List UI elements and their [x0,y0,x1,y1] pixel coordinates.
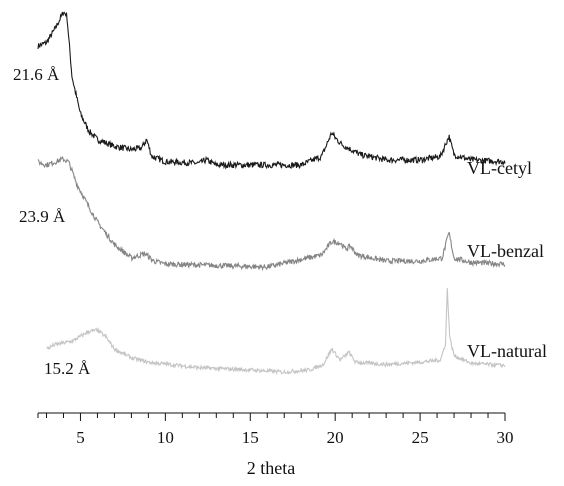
annotation-vl-cetyl: 21.6 Å [13,65,60,84]
x-tick-label: 25 [412,428,429,447]
series-line-vl-cetyl [37,11,506,170]
series-label-vl-natural: VL-natural [467,341,547,361]
x-tick-label: 30 [497,428,514,447]
series-label-vl-benzal: VL-benzal [467,241,544,261]
x-tick-label: 10 [157,428,174,447]
series-line-vl-natural [46,288,506,376]
x-axis-title: 2 theta [247,458,295,478]
x-tick-label: 20 [327,428,344,447]
annotations: 21.6 Å 23.9 Å 15.2 Å [13,65,91,378]
x-tick-label: 15 [242,428,259,447]
x-axis-ticks: 5 10 15 20 25 30 [37,413,514,447]
x-tick-label: 5 [76,428,85,447]
series-line-vl-benzal [37,155,506,272]
traces [37,11,506,376]
annotation-vl-benzal: 23.9 Å [19,207,66,226]
series-labels: VL-cetyl VL-benzal VL-natural [467,158,547,361]
series-label-vl-cetyl: VL-cetyl [467,158,532,178]
annotation-vl-natural: 15.2 Å [44,359,91,378]
